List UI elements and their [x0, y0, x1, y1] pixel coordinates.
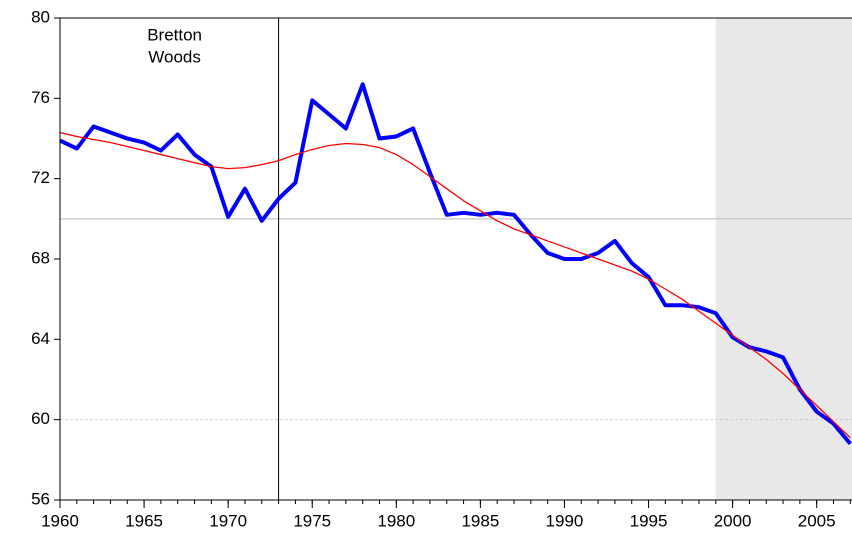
annotation: Bretton	[147, 25, 202, 44]
y-tick-label: 80	[31, 7, 50, 26]
x-tick-label: 1965	[125, 511, 163, 530]
shaded-region	[715, 18, 852, 500]
x-tick-label: 1960	[41, 511, 79, 530]
data-line	[59, 82, 852, 446]
y-tick-label: 68	[31, 248, 50, 267]
x-tick-label: 1980	[377, 511, 415, 530]
y-tick-label: 64	[31, 329, 50, 348]
x-tick-label: 1985	[461, 511, 499, 530]
y-tick-label: 60	[31, 409, 50, 428]
x-tick-label: 1990	[546, 511, 584, 530]
x-tick-label: 1975	[293, 511, 331, 530]
y-tick-label: 72	[31, 168, 50, 187]
x-tick-label: 2000	[714, 511, 752, 530]
x-tick-label: 2005	[798, 511, 836, 530]
y-tick-label: 56	[31, 489, 50, 508]
data-line	[59, 131, 851, 439]
x-tick-label: 1970	[209, 511, 247, 530]
y-tick-label: 76	[31, 88, 50, 107]
x-tick-label: 1995	[630, 511, 668, 530]
annotation: Woods	[148, 47, 201, 66]
